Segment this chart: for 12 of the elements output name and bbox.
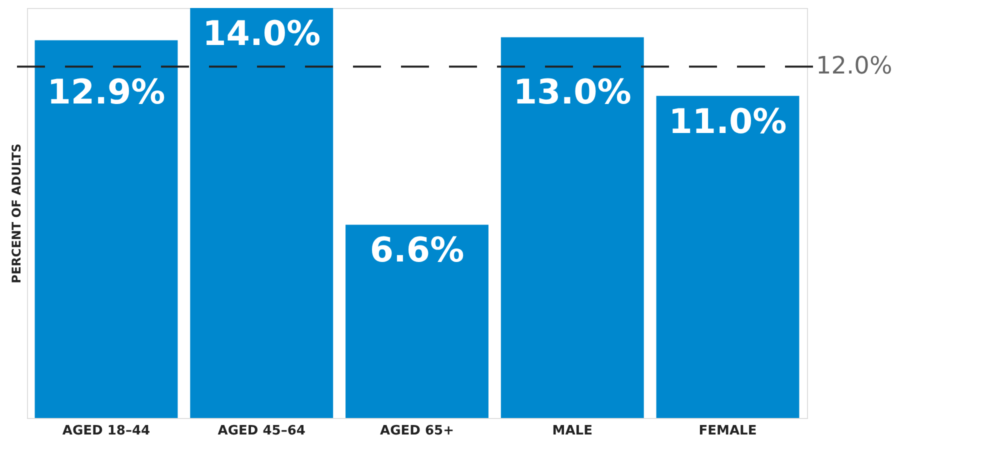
data-label: 11.0% xyxy=(668,102,787,142)
data-label: 6.6% xyxy=(370,230,464,271)
data-label: 14.0% xyxy=(202,14,321,54)
y-axis-title: PERCENT OF ADULTS xyxy=(10,144,24,284)
x-tick-label: AGED 45–64 xyxy=(218,424,306,438)
data-label: 12.9% xyxy=(47,72,166,113)
x-tick-label: AGED 65+ xyxy=(380,424,454,438)
x-tick-label: AGED 18–44 xyxy=(62,424,150,438)
ref-line-label: 12.0% xyxy=(816,52,892,80)
data-label: 13.0% xyxy=(513,72,632,113)
x-tick-label: FEMALE xyxy=(698,424,757,438)
x-tick-label: MALE xyxy=(552,424,592,438)
